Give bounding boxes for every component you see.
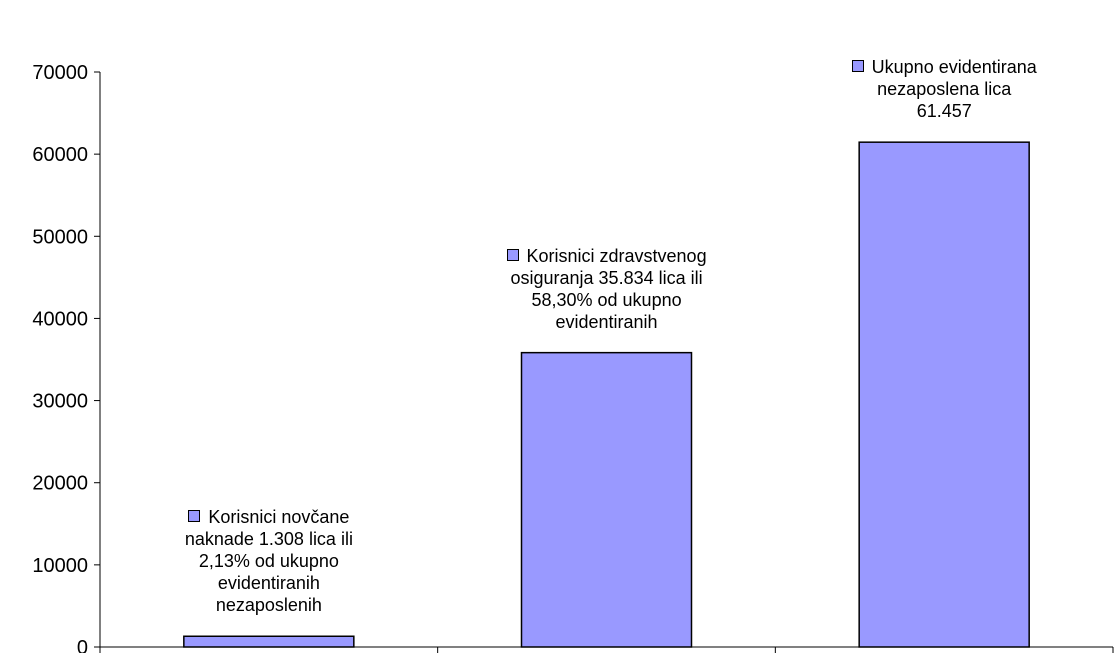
bar (183, 635, 355, 648)
data-label-line: osiguranja 35.834 lica ili (507, 267, 707, 289)
data-label-text: 58,30% od ukupno (531, 289, 682, 310)
data-label-text: evidentiranih (217, 573, 320, 594)
data-label-text: nezaposlena lica (877, 79, 1012, 100)
legend-swatch-icon (188, 510, 201, 523)
data-label-line: Korisnici zdravstvenog (506, 245, 707, 267)
data-label-text: Ukupno evidentirana (871, 57, 1037, 78)
data-label-text: 2,13% od ukupno (198, 551, 339, 572)
y-tick-label: 40000 (32, 308, 88, 330)
data-label-text: nezaposlenih (215, 595, 322, 616)
data-label-text: Korisnici zdravstvenog (526, 245, 707, 266)
data-label-line: nezaposlena lica (852, 78, 1037, 100)
data-label-line: evidentiranih (507, 311, 707, 333)
data-label-line: 58,30% od ukupno (507, 289, 707, 311)
data-label-line: 61.457 (852, 100, 1037, 122)
data-label-text: evidentiranih (555, 311, 658, 332)
y-tick-label: 0 (77, 637, 88, 653)
legend-swatch-icon (506, 248, 519, 261)
data-label-text: Korisnici novčane (208, 507, 350, 528)
y-tick-label: 60000 (32, 144, 88, 166)
data-label-text: naknade 1.308 lica ili (184, 529, 353, 550)
data-label-line: naknade 1.308 lica ili (185, 528, 353, 550)
bar (858, 141, 1030, 648)
data-label-text: 61.457 (916, 101, 972, 122)
data-label-line: 2,13% od ukupno (185, 550, 353, 572)
legend-swatch-icon (851, 60, 864, 73)
y-tick-label: 70000 (32, 62, 88, 84)
bar (520, 351, 693, 648)
data-label: Ukupno evidentirana nezaposlena lica 61.45… (851, 56, 1037, 122)
y-tick-label: 10000 (32, 555, 88, 577)
y-tick-label: 30000 (32, 391, 88, 413)
data-label-line: Ukupno evidentirana (851, 56, 1037, 78)
data-label: Korisnici zdravstvenog osiguranja 35.834 … (506, 245, 707, 333)
data-label-line: Korisnici novčane (185, 506, 353, 528)
data-label-line: evidentiranih (185, 572, 353, 594)
data-label-text: osiguranja 35.834 lica ili (510, 267, 703, 288)
y-tick-label: 50000 (32, 226, 88, 248)
data-label: Korisnici novčane naknade 1.308 lica ili 2… (185, 506, 353, 616)
data-label-line: nezaposlenih (185, 594, 353, 616)
y-tick-label: 20000 (32, 473, 88, 495)
